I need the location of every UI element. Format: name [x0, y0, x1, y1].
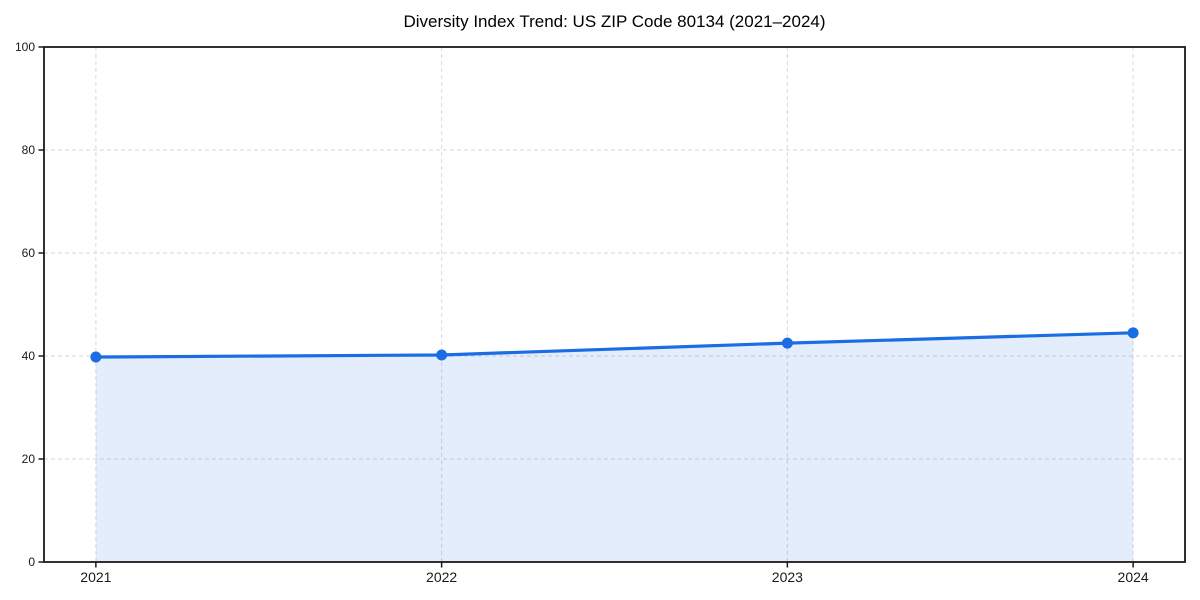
y-tick-label-40: 40 — [22, 349, 36, 363]
x-tick-label-2023: 2023 — [772, 569, 803, 585]
tick-labels: 0 20 40 60 80 100 2021 2022 2023 2024 — [15, 40, 1149, 585]
trend-line — [94, 331, 1135, 359]
data-points — [90, 327, 1139, 363]
data-point-2023 — [781, 337, 793, 349]
y-tick-label-20: 20 — [22, 452, 36, 466]
axes-spines — [43, 46, 1186, 563]
data-point-2022 — [436, 349, 448, 361]
tick-marks — [38, 46, 1134, 568]
x-tick-label-2022: 2022 — [426, 569, 457, 585]
series-line — [94, 331, 1135, 359]
y-tick-label-80: 80 — [22, 143, 36, 157]
y-tick-label-100: 100 — [15, 40, 35, 54]
plot-border — [43, 46, 1186, 563]
y-tick-label-0: 0 — [28, 555, 35, 569]
gridlines — [44, 46, 1185, 563]
series-area-fill — [95, 332, 1134, 562]
data-point-2024 — [1127, 327, 1139, 339]
data-point-2021 — [90, 351, 102, 363]
chart-title: Diversity Index Trend: US ZIP Code 80134… — [403, 12, 825, 31]
y-tick-label-60: 60 — [22, 246, 36, 260]
x-tick-label-2024: 2024 — [1118, 569, 1149, 585]
x-tick-label-2021: 2021 — [80, 569, 111, 585]
area-fill — [95, 332, 1134, 562]
